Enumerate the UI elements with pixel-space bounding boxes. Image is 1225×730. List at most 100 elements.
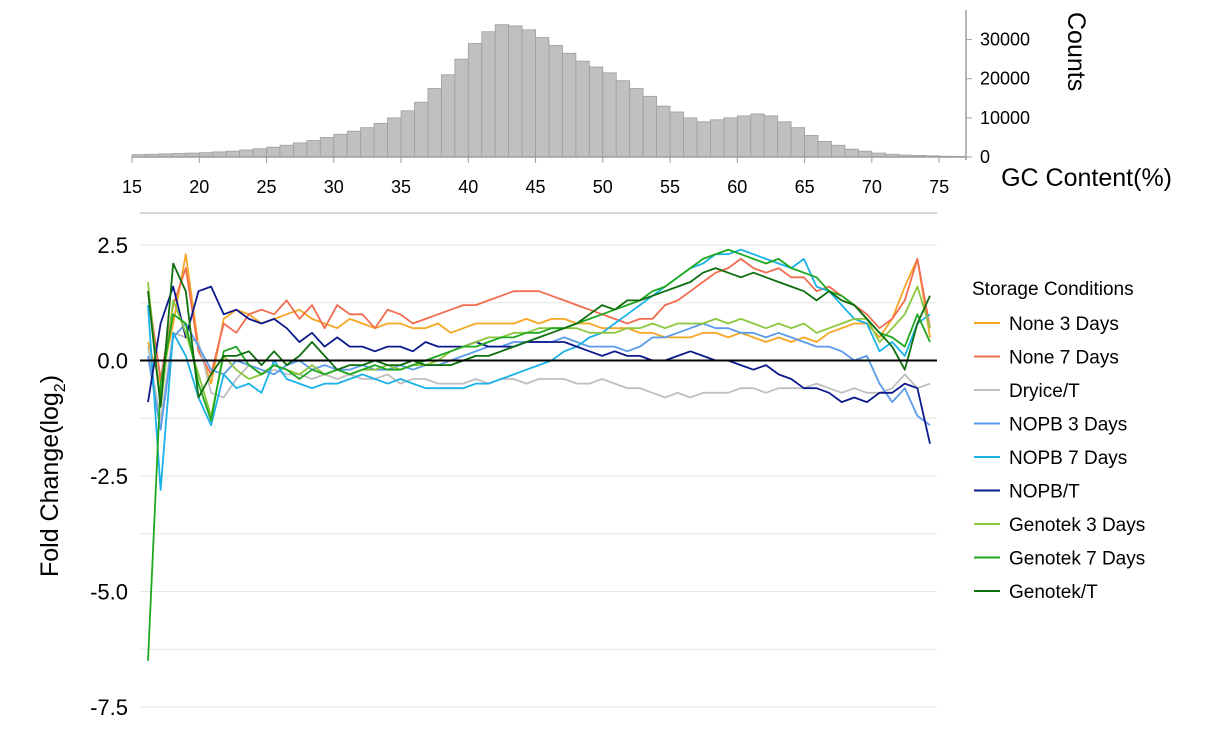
- histogram-bar: [548, 45, 563, 158]
- histogram-bar: [683, 117, 698, 158]
- histogram-bar: [615, 80, 631, 158]
- histogram-x-tick-label: 25: [257, 177, 277, 197]
- histogram-bar: [440, 74, 456, 158]
- series-line-genotek-7-days: [147, 248, 931, 661]
- histogram-x-tick-label: 20: [189, 177, 209, 197]
- histogram-bar: [588, 66, 604, 158]
- histogram-x-tick-label: 75: [929, 177, 949, 197]
- histogram-bar: [831, 144, 846, 158]
- histogram-bar: [387, 117, 402, 158]
- histogram-bar: [360, 127, 375, 158]
- line-chart-y-ticks: 2.5 0.0 -2.5 -5.0 -7.5: [90, 233, 128, 720]
- line-chart-y-tick-label: 0.0: [97, 349, 128, 374]
- histogram-bar: [481, 31, 496, 158]
- legend-item: NOPB 3 Days: [974, 415, 1127, 436]
- histogram-bar: [736, 115, 752, 158]
- histogram-bar: [857, 150, 873, 158]
- histogram-x-tick-label: 15: [122, 177, 142, 197]
- line-chart-y-tick-label: -2.5: [90, 464, 128, 489]
- histogram-bar: [414, 101, 429, 158]
- histogram-x-tick-label: 50: [593, 177, 613, 197]
- series-line-nopb-3-days: [147, 322, 931, 431]
- histogram-x-ticks: 15 20 25 30 35 40 45 50 55 60 65 70 75: [122, 157, 949, 197]
- legend-item: Genotek/T: [974, 582, 1098, 603]
- histogram-bar: [333, 133, 348, 158]
- histogram-bar: [293, 142, 308, 158]
- histogram-bar: [252, 148, 267, 158]
- legend-item: NOPB/T: [974, 482, 1080, 503]
- legend-item: Genotek 3 Days: [974, 515, 1145, 536]
- histogram-y-tick-label: 20000: [980, 69, 1030, 89]
- legend-label: None 7 Days: [1009, 348, 1119, 369]
- legend-label: Genotek 7 Days: [1009, 549, 1145, 570]
- series-line-none-3-days: [147, 253, 931, 385]
- histogram-bar: [602, 72, 617, 158]
- legend-label: Dryice/T: [1009, 381, 1080, 402]
- histogram-bar: [777, 121, 792, 158]
- histogram-y-axis-label: Counts: [1062, 12, 1090, 91]
- legend-label: Genotek/T: [1009, 582, 1098, 603]
- series-line-genotek-3-days: [147, 281, 931, 417]
- histogram-x-tick-label: 40: [458, 177, 478, 197]
- histogram-bar: [804, 135, 819, 158]
- legend-item: None 3 Days: [974, 314, 1119, 335]
- line-chart-series: [147, 248, 931, 661]
- legend-label: None 3 Days: [1009, 314, 1119, 335]
- histogram-bar: [454, 58, 469, 158]
- histogram-bar: [279, 144, 294, 158]
- histogram-bar: [790, 127, 805, 158]
- histogram-x-tick-label: 30: [324, 177, 344, 197]
- line-chart-y-axis-label: Fold Change(log2): [36, 375, 69, 577]
- histogram-bar: [467, 43, 483, 158]
- histogram-y-tick-label: 0: [980, 147, 990, 167]
- legend-label: Genotek 3 Days: [1009, 515, 1145, 536]
- legend-label: NOPB 3 Days: [1009, 415, 1127, 436]
- histogram-bar: [400, 110, 415, 158]
- histogram-x-tick-label: 55: [660, 177, 680, 197]
- legend-title: Storage Conditions: [972, 279, 1134, 300]
- histogram-y-ticks: 0 10000 20000 30000: [966, 30, 1030, 167]
- histogram-bar: [669, 111, 684, 158]
- histogram-bar: [212, 151, 227, 158]
- histogram-x-tick-label: 35: [391, 177, 411, 197]
- histogram-x-tick-label: 65: [795, 177, 815, 197]
- legend-item: None 7 Days: [974, 348, 1119, 369]
- histogram-bar: [656, 105, 671, 158]
- histogram-x-tick-label: 60: [727, 177, 747, 197]
- legend-item: Dryice/T: [974, 381, 1080, 402]
- histogram-y-tick-label: 30000: [980, 30, 1030, 50]
- series-line-nopb-7-days: [147, 248, 931, 491]
- series-line-genotek-t: [147, 262, 931, 408]
- line-chart-y-tick-label: 2.5: [97, 233, 128, 258]
- line-chart-y-tick-label: -5.0: [90, 580, 128, 605]
- histogram-bar: [629, 88, 644, 158]
- histogram-bar: [710, 119, 725, 158]
- histogram-bars: [131, 24, 967, 158]
- histogram-bar: [723, 117, 738, 158]
- histogram-x-tick-label: 45: [526, 177, 546, 197]
- histogram-x-tick-label: 70: [862, 177, 882, 197]
- legend-item: Genotek 7 Days: [974, 549, 1145, 570]
- legend-label: NOPB/T: [1009, 482, 1080, 503]
- histogram-bar: [575, 60, 590, 158]
- histogram-bar: [562, 52, 577, 158]
- histogram-bar: [319, 137, 335, 158]
- histogram-bar: [373, 122, 388, 158]
- histogram-bar: [508, 25, 523, 158]
- histogram-bar: [642, 95, 658, 158]
- histogram-bar: [844, 148, 859, 158]
- histogram-bar: [266, 146, 281, 158]
- histogram-bar: [535, 37, 550, 158]
- legend-label: NOPB 7 Days: [1009, 448, 1127, 469]
- histogram-bar: [750, 113, 765, 158]
- line-chart-y-tick-label: -7.5: [90, 695, 128, 720]
- legend: None 3 Days None 7 Days Dryice/T NOPB 3 Day…: [974, 314, 1145, 603]
- histogram-bar: [239, 149, 254, 158]
- legend-item: NOPB 7 Days: [974, 448, 1127, 469]
- line-chart-gridlines: [140, 244, 937, 708]
- histogram-bar: [763, 115, 779, 158]
- series-line-nopb-t: [147, 285, 931, 444]
- histogram-y-tick-label: 10000: [980, 108, 1030, 128]
